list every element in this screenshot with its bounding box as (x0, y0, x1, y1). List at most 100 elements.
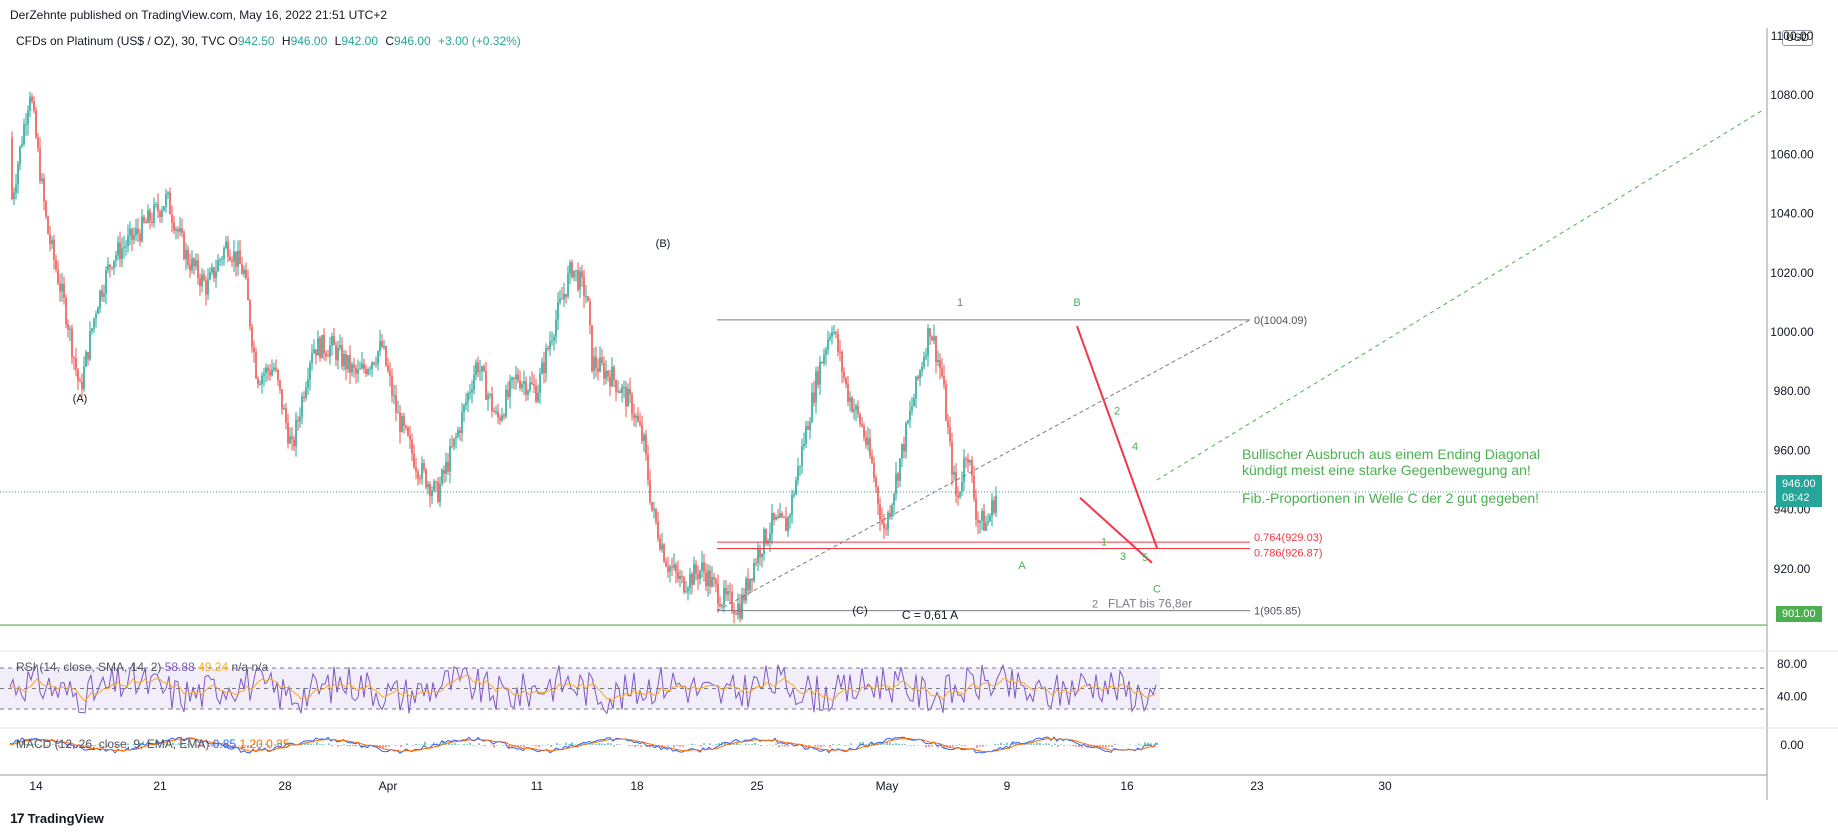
candle-body (87, 352, 89, 360)
macd-histogram-bar (961, 745, 963, 746)
price-tick-label: 1000.00 (1770, 325, 1814, 339)
candle-body (665, 561, 667, 567)
wave-label: 5 (1142, 552, 1148, 564)
candle-body (757, 548, 759, 564)
macd-histogram-bar (808, 745, 810, 747)
candle-body (17, 164, 19, 185)
candle-body (791, 494, 793, 516)
candle-body (301, 396, 303, 417)
macd-histogram-bar (778, 745, 780, 748)
candle-body (483, 366, 485, 372)
candle-body (841, 351, 843, 372)
candle-body (161, 210, 163, 217)
candle-body (219, 259, 221, 261)
macd-histogram-bar (733, 742, 735, 745)
candle-body (625, 386, 627, 407)
candle-body (225, 241, 227, 249)
price-axis[interactable]: 1100.00 1080.00 1060.00 1040.00 1020.00 1000.… (1770, 29, 1814, 576)
candle-body (755, 562, 757, 564)
candle-body (831, 332, 833, 337)
macd-histogram-bar (619, 744, 621, 745)
candle-body (395, 395, 397, 413)
candle-body (851, 397, 853, 412)
candle-body (579, 271, 581, 290)
candle-body (537, 392, 539, 402)
publish-header: DerZehnte published on TradingView.com, … (10, 8, 388, 22)
symbol-name[interactable]: CFDs on Platinum (US$ / OZ), 30, TVC (16, 34, 226, 48)
macd-histogram-bar (916, 745, 918, 746)
candle-body (825, 349, 827, 355)
candle-body (97, 308, 99, 315)
macd-histogram-bar (898, 743, 900, 745)
candle-body (139, 233, 141, 241)
candle-body (799, 465, 801, 467)
candle-body (983, 510, 985, 531)
macd-histogram-bar (691, 743, 693, 745)
macd-histogram-bar (310, 743, 312, 745)
high-value: 946.00 (290, 34, 328, 48)
candle-body (751, 578, 753, 581)
fib-label-786: 0.786(926.87) (1254, 547, 1323, 559)
candle-body (523, 381, 525, 384)
candle-body (531, 382, 533, 385)
macd-legend[interactable]: MACD (12, 26, close, 9, EMA, EMA) 0.85 1… (16, 737, 290, 751)
candle-body (495, 411, 497, 413)
candle-body (277, 370, 279, 381)
candle-body (821, 362, 823, 364)
candle-body (393, 395, 395, 397)
candle-body (459, 430, 461, 434)
macd-histogram-bar (16, 742, 18, 745)
macd-histogram-bar (457, 744, 459, 745)
candle-body (805, 426, 807, 444)
close-label: C (385, 34, 395, 48)
candle-body (57, 269, 59, 284)
candle-body (375, 363, 377, 365)
candle-body (705, 572, 707, 587)
candle-body (457, 430, 459, 437)
fib-trend-line (716, 319, 1251, 612)
candle-body (881, 519, 883, 524)
macd-histogram-bar (250, 745, 252, 747)
candle-body (175, 229, 177, 231)
macd-histogram-bar (1150, 743, 1152, 745)
macd-histogram-bar (55, 745, 57, 747)
macd-histogram-bar (628, 745, 630, 747)
candle-body (925, 355, 927, 358)
macd-histogram-bar (979, 745, 981, 747)
candle-body (399, 412, 401, 432)
candle-body (661, 544, 663, 550)
candle-body (179, 228, 181, 232)
histogram-value: 0.35 (266, 737, 290, 751)
time-axis[interactable]: 14 21 28 Apr 11 18 25 May 9 16 23 30 (29, 779, 1392, 793)
note-c-ratio: C = 0,61 A (902, 608, 958, 622)
footer-brand[interactable]: 17 TradingView (10, 810, 104, 826)
candle-body (763, 529, 765, 555)
candle-body (43, 178, 45, 202)
macd-histogram-bar (1129, 744, 1131, 745)
rsi-legend[interactable]: RSI (14, close, SMA, 14, 2) 58.88 49.24 … (16, 660, 268, 674)
candle-body (613, 366, 615, 381)
candle-body (663, 544, 665, 562)
macd-histogram-bar (1039, 742, 1041, 745)
candle-body (405, 425, 407, 428)
candle-body (285, 408, 287, 423)
candle-body (501, 415, 503, 421)
macd-histogram-bar (217, 745, 219, 746)
candle-body (623, 386, 625, 388)
macd-histogram-bar (964, 745, 966, 747)
candle-body (701, 562, 703, 571)
candle-body (843, 371, 845, 378)
macd-histogram-bar (832, 743, 834, 745)
currency-button[interactable]: USD (1782, 30, 1814, 46)
candle-body (491, 394, 493, 411)
macd-histogram-bar (838, 744, 840, 745)
candle-body (467, 393, 469, 403)
candle-body (91, 328, 93, 332)
price-chart[interactable]: 1100.00 1080.00 1060.00 1040.00 1020.00 1000.… (0, 0, 1838, 800)
candle-body (165, 194, 167, 207)
candle-body (489, 394, 491, 396)
candle-body (943, 376, 945, 385)
note-wave-2: 2 (1092, 599, 1098, 611)
macd-histogram-bar (994, 743, 996, 745)
candle-body (455, 436, 457, 439)
